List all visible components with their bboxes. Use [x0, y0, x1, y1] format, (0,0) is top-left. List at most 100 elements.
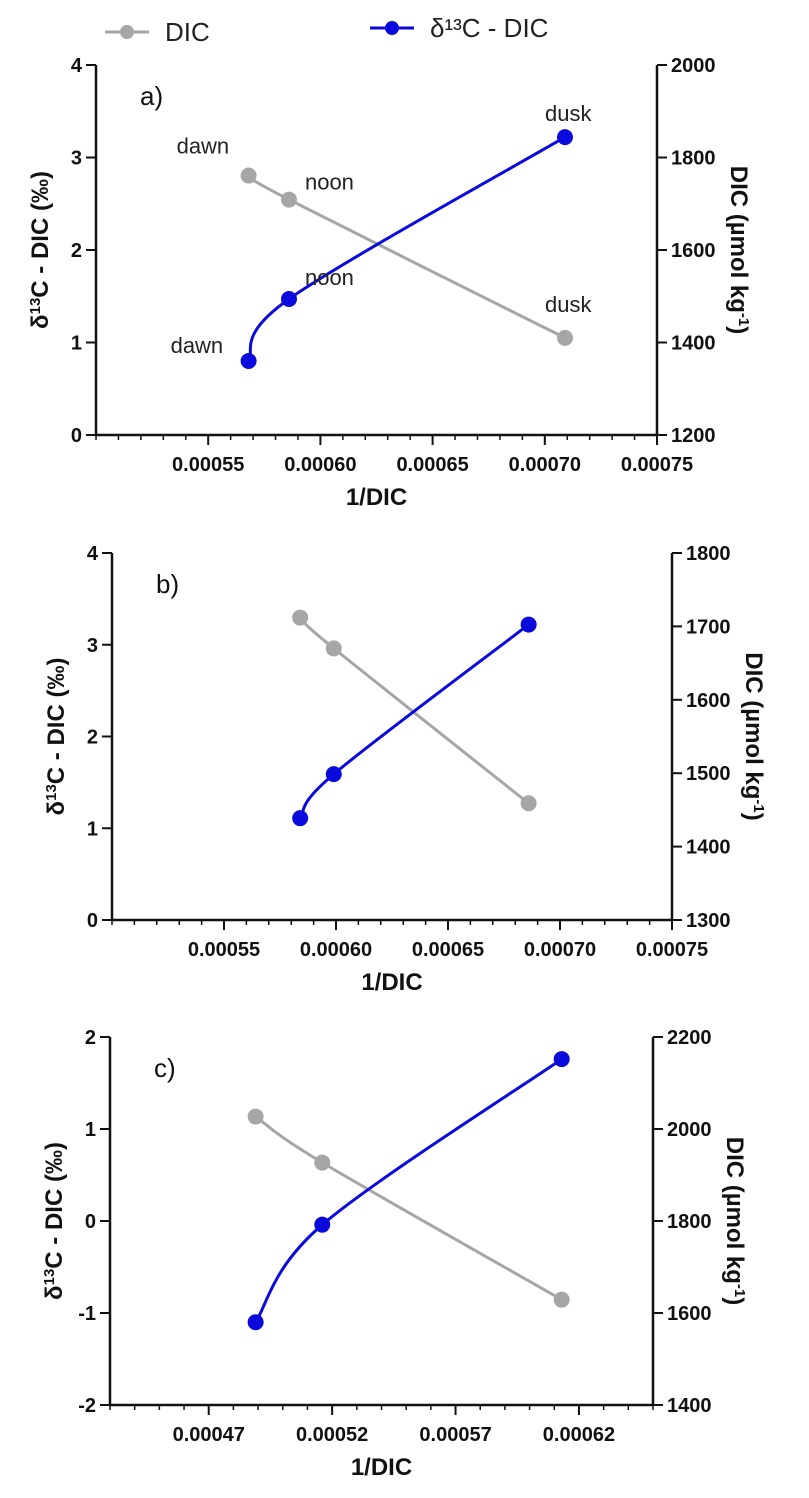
- y-left-tick-label-0: 0: [71, 425, 82, 447]
- y-right-axis-title-part: DIC (µmol kg: [740, 652, 767, 799]
- y-right-tick-label-0: 1300: [686, 910, 731, 932]
- y-left-tick-label-3: 3: [87, 635, 98, 657]
- y-right-tick-label-4: 2200: [667, 1027, 712, 1049]
- y-left-tick-label-4: 4: [71, 55, 83, 77]
- y-left-axis-title: δ13C - DIC (‰): [43, 658, 71, 816]
- panel-b: 0.00055 0.00060 0.00065 0.00070 0.00075 0 1 2 3 4…: [43, 543, 768, 996]
- y-left-tick-label-0: -2: [78, 1395, 96, 1417]
- y-left-axis-title-sup: 13: [27, 298, 44, 315]
- y-left-axis-title: δ13C - DIC (‰): [27, 171, 55, 329]
- y-left-tick-label-3: 3: [71, 148, 82, 170]
- y-right-tick-label-4: 1700: [686, 616, 731, 638]
- panel-label: c): [154, 1053, 176, 1083]
- data-point-0-0: [240, 167, 257, 184]
- y-right-tick-label-2: 1600: [671, 240, 716, 262]
- y-right-tick-label-1: 1400: [671, 333, 716, 355]
- x-axis-title: 1/DIC: [351, 1454, 412, 1481]
- point-label-1-2: dusk: [545, 101, 592, 126]
- data-point-0-2: [553, 1291, 570, 1308]
- x-tick-label-2: 0.00057: [419, 1424, 491, 1446]
- x-tick-label-2: 0.00065: [396, 454, 468, 476]
- series-line-1: [254, 1057, 563, 1324]
- y-left-axis-title-part: δ: [27, 314, 54, 329]
- y-right-axis-title-part: ): [721, 1297, 748, 1305]
- x-tick-label-0: 0.00055: [172, 454, 244, 476]
- y-right-axis-title-part: DIC (µmol kg: [721, 1137, 748, 1284]
- y-left-tick-label-2: 2: [87, 727, 98, 749]
- y-left-axis-title-sup: 13: [43, 784, 60, 801]
- data-point-1-0: [240, 353, 257, 369]
- x-tick-label-4: 0.00075: [621, 454, 693, 476]
- data-point-0-1: [280, 191, 297, 208]
- data-point-1-2: [520, 616, 537, 633]
- x-tick-label-3: 0.00070: [524, 939, 596, 961]
- x-tick-label-1: 0.00060: [300, 939, 372, 961]
- panel-c: 0.00047 0.00052 0.00057 0.00062 -2 -1 0 1 2 1400 1…: [41, 1027, 749, 1481]
- panel-a: 0.00055 0.00060 0.00065 0.00070 0.00075 0 1 2 3 4…: [27, 55, 753, 511]
- y-right-axis-title-sup: -1: [736, 313, 753, 326]
- y-right-tick-label-1: 1400: [686, 837, 731, 859]
- point-label-0-1: noon: [305, 170, 354, 195]
- point-label-1-1: noon: [305, 265, 354, 290]
- y-left-tick-label-4: 2: [85, 1027, 96, 1049]
- point-label-0-2: dusk: [545, 292, 592, 317]
- y-right-axis-title: DIC (µmol kg-1): [740, 652, 768, 821]
- y-right-axis-title-part: ): [725, 326, 752, 334]
- y-right-tick-label-3: 2000: [667, 1119, 712, 1141]
- data-point-1-1: [314, 1216, 331, 1233]
- x-axis-title: 1/DIC: [346, 484, 407, 511]
- x-tick-label-4: 0.00075: [636, 939, 708, 961]
- y-left-axis-title-part: C - DIC (‰): [43, 658, 70, 785]
- data-point-0-1: [325, 640, 342, 657]
- panel-label: a): [140, 81, 163, 111]
- legend: DIC δ¹³C - DIC: [105, 13, 548, 47]
- data-point-1-1: [325, 766, 342, 783]
- y-right-axis-title: DIC (µmol kg-1): [725, 166, 753, 335]
- y-right-axis-title-sup: -1: [732, 1284, 749, 1297]
- y-left-axis-title-sup: 13: [41, 1269, 58, 1286]
- data-point-0-0: [247, 1108, 264, 1125]
- y-right-axis-title-part: ): [740, 813, 767, 821]
- y-right-tick-label-2: 1500: [686, 763, 731, 785]
- series-line-0: [254, 1115, 563, 1302]
- x-tick-label-0: 0.00055: [188, 939, 260, 961]
- point-label-0-0: dawn: [177, 134, 230, 159]
- y-left-tick-label-1: -1: [78, 1303, 96, 1325]
- y-left-axis-title-part: C - DIC (‰): [41, 1142, 68, 1269]
- panel-label: b): [156, 569, 179, 599]
- y-left-tick-label-4: 4: [87, 543, 99, 565]
- legend-label-1: δ¹³C - DIC: [430, 13, 548, 43]
- data-point-1-2: [556, 129, 573, 146]
- y-left-tick-label-1: 1: [87, 818, 98, 840]
- x-axis-title: 1/DIC: [361, 969, 422, 996]
- y-right-axis-title: DIC (µmol kg-1): [721, 1137, 749, 1306]
- data-point-1-0: [292, 810, 309, 827]
- y-right-axis-title-sup: -1: [751, 799, 768, 812]
- series-line-1: [247, 135, 566, 362]
- data-point-0-0: [292, 609, 309, 626]
- y-left-tick-label-0: 0: [87, 910, 98, 932]
- legend-label-0: DIC: [165, 17, 210, 47]
- x-tick-label-1: 0.00060: [284, 454, 356, 476]
- x-tick-label-3: 0.00070: [509, 454, 581, 476]
- y-left-axis-title-part: δ: [43, 801, 70, 816]
- y-right-tick-label-0: 1400: [667, 1395, 712, 1417]
- data-point-1-1: [280, 291, 297, 308]
- y-right-tick-label-4: 2000: [671, 55, 716, 77]
- x-tick-label-0: 0.00047: [173, 1424, 245, 1446]
- y-left-tick-label-2: 2: [71, 240, 82, 262]
- data-point-1-2: [553, 1051, 570, 1068]
- y-right-axis-title-part: DIC (µmol kg: [725, 166, 752, 313]
- y-left-axis-title-part: C - DIC (‰): [27, 171, 54, 298]
- y-left-axis-title-part: δ: [41, 1285, 68, 1300]
- y-left-tick-label-3: 1: [85, 1119, 96, 1141]
- data-point-0-2: [556, 329, 573, 346]
- y-right-tick-label-5: 1800: [686, 543, 731, 565]
- point-label-1-0: dawn: [171, 333, 224, 358]
- y-right-tick-label-1: 1600: [667, 1303, 712, 1325]
- y-right-tick-label-2: 1800: [667, 1211, 712, 1233]
- data-point-0-1: [314, 1154, 331, 1171]
- legend-marker-0: [120, 25, 134, 39]
